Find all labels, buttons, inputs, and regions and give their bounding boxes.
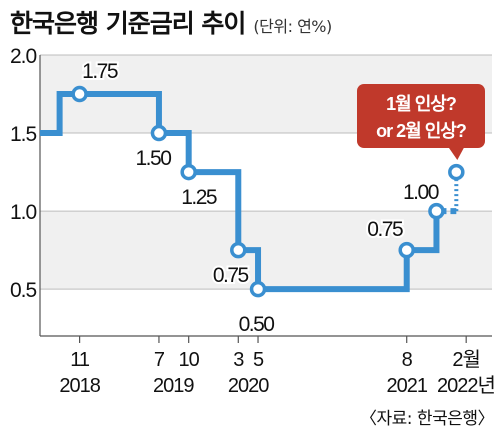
x-year-label: 2022년 <box>437 374 495 397</box>
data-point <box>428 202 445 220</box>
x-tick-label: 11 <box>70 349 90 371</box>
x-tick-label: 10 <box>179 349 200 371</box>
x-year-label: 2020 <box>228 375 269 397</box>
data-label: 0.75 <box>367 218 403 241</box>
y-tick-label: 2.0 <box>10 45 37 68</box>
x-year-label: 2021 <box>386 375 427 397</box>
x-year-label: 2019 <box>153 375 194 397</box>
callout-line-1: 1월 인상? <box>386 94 456 114</box>
x-tick-label: 3 <box>233 349 244 371</box>
source-note: 〈자료: 한국은행〉 <box>360 409 494 429</box>
x-tick-label: 5 <box>253 349 264 371</box>
y-tick-label: 1.5 <box>10 123 37 146</box>
x-year-label: 2018 <box>59 375 100 397</box>
x-tick-label: 8 <box>402 349 413 371</box>
data-point <box>180 163 197 181</box>
data-label: 1.25 <box>181 186 217 209</box>
data-point <box>71 85 88 103</box>
data-label: 1.00 <box>403 181 439 204</box>
data-label: 1.50 <box>136 147 172 170</box>
chart-header: 한국은행 기준금리 추이 (단위: 연%) <box>10 4 332 38</box>
data-point <box>150 124 168 142</box>
x-tick-label: 2월 <box>452 348 480 371</box>
data-point <box>448 163 465 181</box>
data-label: 0.50 <box>239 313 275 336</box>
data-label: 1.75 <box>82 60 118 83</box>
y-tick-label: 1.0 <box>10 201 37 224</box>
data-point <box>249 280 267 298</box>
data-point <box>230 241 247 259</box>
unit-label: (단위: 연%) <box>253 17 332 36</box>
y-tick-label: 0.5 <box>10 279 37 302</box>
callout-line-2: or 2월 인상? <box>376 121 466 141</box>
data-label: 0.75 <box>213 264 249 287</box>
x-tick-label: 7 <box>154 349 165 371</box>
callout-box <box>357 84 485 148</box>
data-point <box>398 241 415 259</box>
callout-tail <box>448 147 465 160</box>
chart-title: 한국은행 기준금리 추이 <box>10 9 246 38</box>
